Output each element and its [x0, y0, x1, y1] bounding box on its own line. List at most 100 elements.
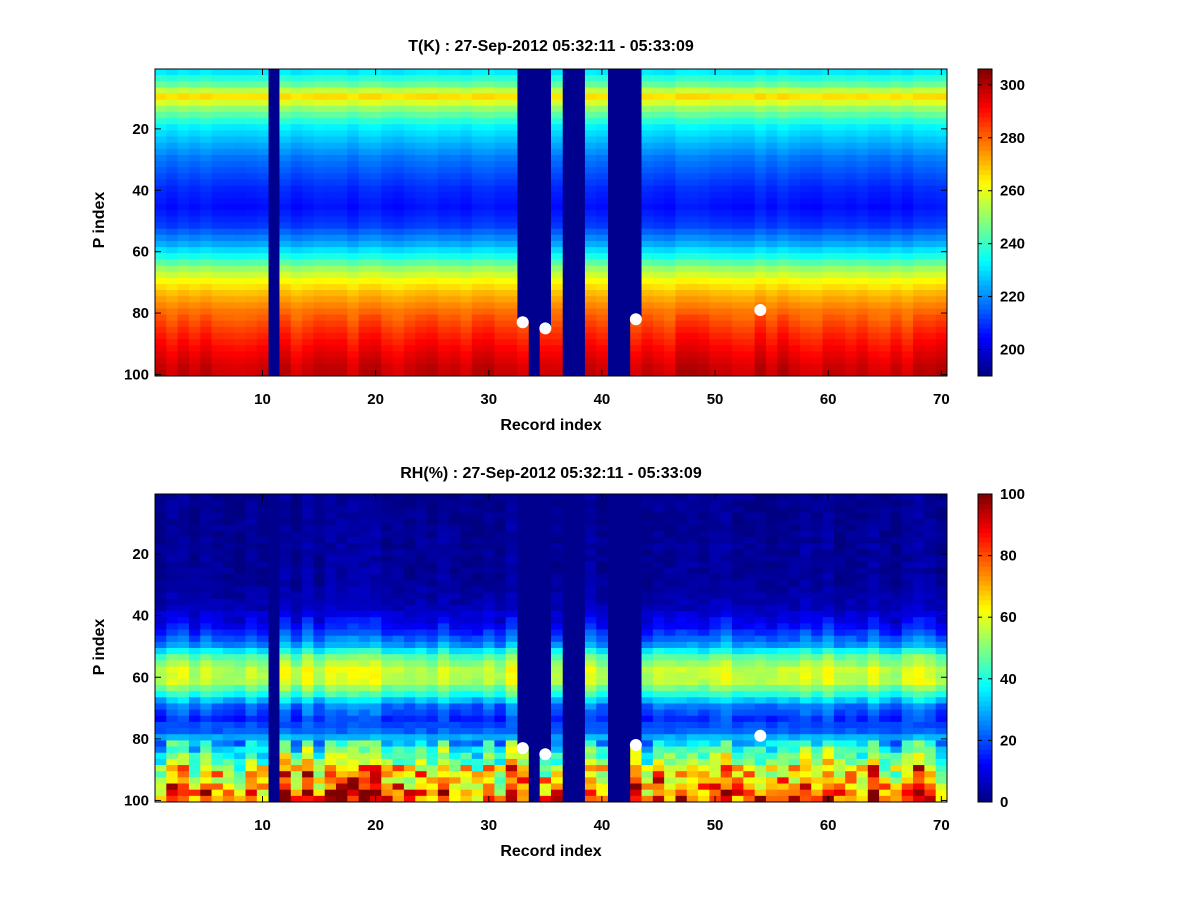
temperature-colorbar-segment	[978, 136, 992, 142]
temperature-heatmap-cell	[392, 204, 405, 211]
humidity-heatmap-cell	[369, 752, 382, 760]
humidity-heatmap-cell	[403, 771, 416, 778]
temperature-heatmap-cell	[256, 339, 269, 346]
humidity-heatmap-cell	[369, 721, 382, 729]
humidity-heatmap-cell	[347, 783, 360, 791]
temperature-heatmap-cell	[155, 283, 167, 291]
humidity-heatmap-cell	[358, 604, 371, 612]
humidity-heatmap-cell	[222, 518, 235, 526]
temperature-heatmap-cell	[437, 345, 450, 352]
temperature-heatmap-cell	[856, 148, 869, 156]
temperature-heatmap-cell	[845, 326, 857, 334]
humidity-heatmap-cell	[234, 549, 246, 556]
temperature-heatmap-cell	[313, 333, 326, 340]
humidity-heatmap-cell	[245, 740, 258, 747]
temperature-heatmap-cell	[166, 369, 179, 377]
temperature-heatmap-cell	[743, 105, 756, 113]
humidity-heatmap-cell	[188, 574, 201, 581]
temperature-heatmap-cell	[879, 326, 891, 334]
humidity-heatmap-cell	[449, 703, 461, 710]
temperature-heatmap-cell	[279, 283, 292, 291]
temperature-colorbar-segment	[978, 352, 992, 358]
temperature-heatmap-cell	[664, 351, 676, 358]
humidity-heatmap-cell	[551, 561, 563, 569]
temperature-heatmap-cell	[302, 333, 314, 340]
humidity-heatmap-cell	[471, 524, 484, 532]
humidity-heatmap-cell	[358, 691, 371, 698]
temperature-heatmap-cell	[369, 296, 382, 303]
humidity-heatmap-cell	[381, 530, 393, 538]
temperature-heatmap-cell	[720, 326, 733, 334]
temperature-heatmap-cell	[924, 320, 937, 328]
temperature-heatmap-cell	[369, 142, 382, 150]
humidity-heatmap-cell	[313, 758, 326, 766]
humidity-heatmap-cell	[245, 567, 258, 575]
temperature-heatmap-cell	[347, 204, 360, 211]
temperature-heatmap-cell	[822, 253, 835, 260]
humidity-heatmap-cell	[188, 524, 201, 532]
temperature-record-column	[879, 69, 891, 377]
humidity-heatmap-cell	[584, 660, 597, 667]
temperature-heatmap-cell	[551, 204, 563, 211]
temperature-heatmap-cell	[517, 363, 529, 371]
temperature-heatmap-cell	[596, 333, 608, 340]
humidity-heatmap-cell	[211, 598, 224, 606]
humidity-heatmap-cell	[437, 494, 450, 501]
humidity-heatmap-cell	[222, 715, 235, 723]
temperature-heatmap-cell	[336, 173, 348, 180]
temperature-heatmap-cell	[358, 179, 371, 187]
temperature-heatmap-cell	[324, 154, 337, 162]
temperature-heatmap-cell	[166, 320, 179, 328]
temperature-heatmap-cell	[471, 124, 484, 131]
humidity-heatmap-cell	[460, 715, 473, 723]
humidity-heatmap-cell	[505, 641, 518, 649]
temperature-heatmap-cell	[686, 253, 699, 260]
temperature-heatmap-cell	[313, 210, 326, 217]
temperature-heatmap-cell	[799, 75, 812, 82]
temperature-heatmap-cell	[867, 326, 880, 334]
temperature-heatmap-cell	[200, 161, 212, 168]
temperature-heatmap-cell	[845, 148, 857, 156]
temperature-heatmap-cell	[822, 204, 835, 211]
humidity-heatmap-cell	[358, 586, 371, 593]
temperature-heatmap-cell	[234, 148, 246, 156]
temperature-heatmap-cell	[358, 191, 371, 199]
temperature-heatmap-cell	[279, 75, 292, 82]
temperature-heatmap-cell	[483, 93, 495, 101]
temperature-heatmap-cell	[347, 154, 360, 162]
temperature-heatmap-cell	[245, 222, 258, 230]
humidity-heatmap-cell	[313, 500, 326, 507]
temperature-heatmap-cell	[234, 222, 246, 230]
temperature-heatmap-cell	[415, 277, 427, 285]
temperature-heatmap-cell	[279, 240, 292, 248]
humidity-heatmap-cell	[245, 721, 258, 729]
temperature-heatmap-cell	[460, 333, 473, 340]
temperature-heatmap-cell	[641, 154, 654, 162]
humidity-heatmap-cell	[505, 598, 518, 606]
temperature-heatmap-cell	[324, 69, 337, 76]
temperature-heatmap-cell	[222, 277, 235, 285]
temperature-heatmap-cell	[867, 339, 880, 346]
humidity-heatmap-cell	[245, 734, 258, 741]
temperature-heatmap-cell	[811, 118, 823, 125]
temperature-heatmap-cell	[856, 302, 869, 309]
temperature-heatmap-cell	[460, 167, 473, 174]
humidity-heatmap-cell	[324, 518, 337, 526]
humidity-heatmap-cell	[313, 654, 326, 661]
humidity-heatmap-cell	[415, 512, 427, 520]
temperature-heatmap-cell	[324, 75, 337, 82]
temperature-heatmap-cell	[879, 320, 891, 328]
temperature-heatmap-cell	[256, 154, 269, 162]
humidity-heatmap-cell	[369, 789, 382, 797]
temperature-heatmap-cell	[177, 197, 190, 205]
humidity-heatmap-cell	[200, 635, 212, 643]
temperature-heatmap-cell	[381, 167, 393, 174]
humidity-heatmap-cell	[347, 617, 360, 624]
temperature-heatmap-cell	[336, 259, 348, 266]
humidity-heatmap-cell	[437, 771, 450, 778]
humidity-heatmap-cell	[415, 684, 427, 692]
humidity-heatmap-cell	[584, 709, 597, 717]
temperature-heatmap-cell	[415, 111, 427, 119]
temperature-heatmap-cell	[279, 210, 292, 217]
temperature-heatmap-cell	[754, 75, 767, 82]
